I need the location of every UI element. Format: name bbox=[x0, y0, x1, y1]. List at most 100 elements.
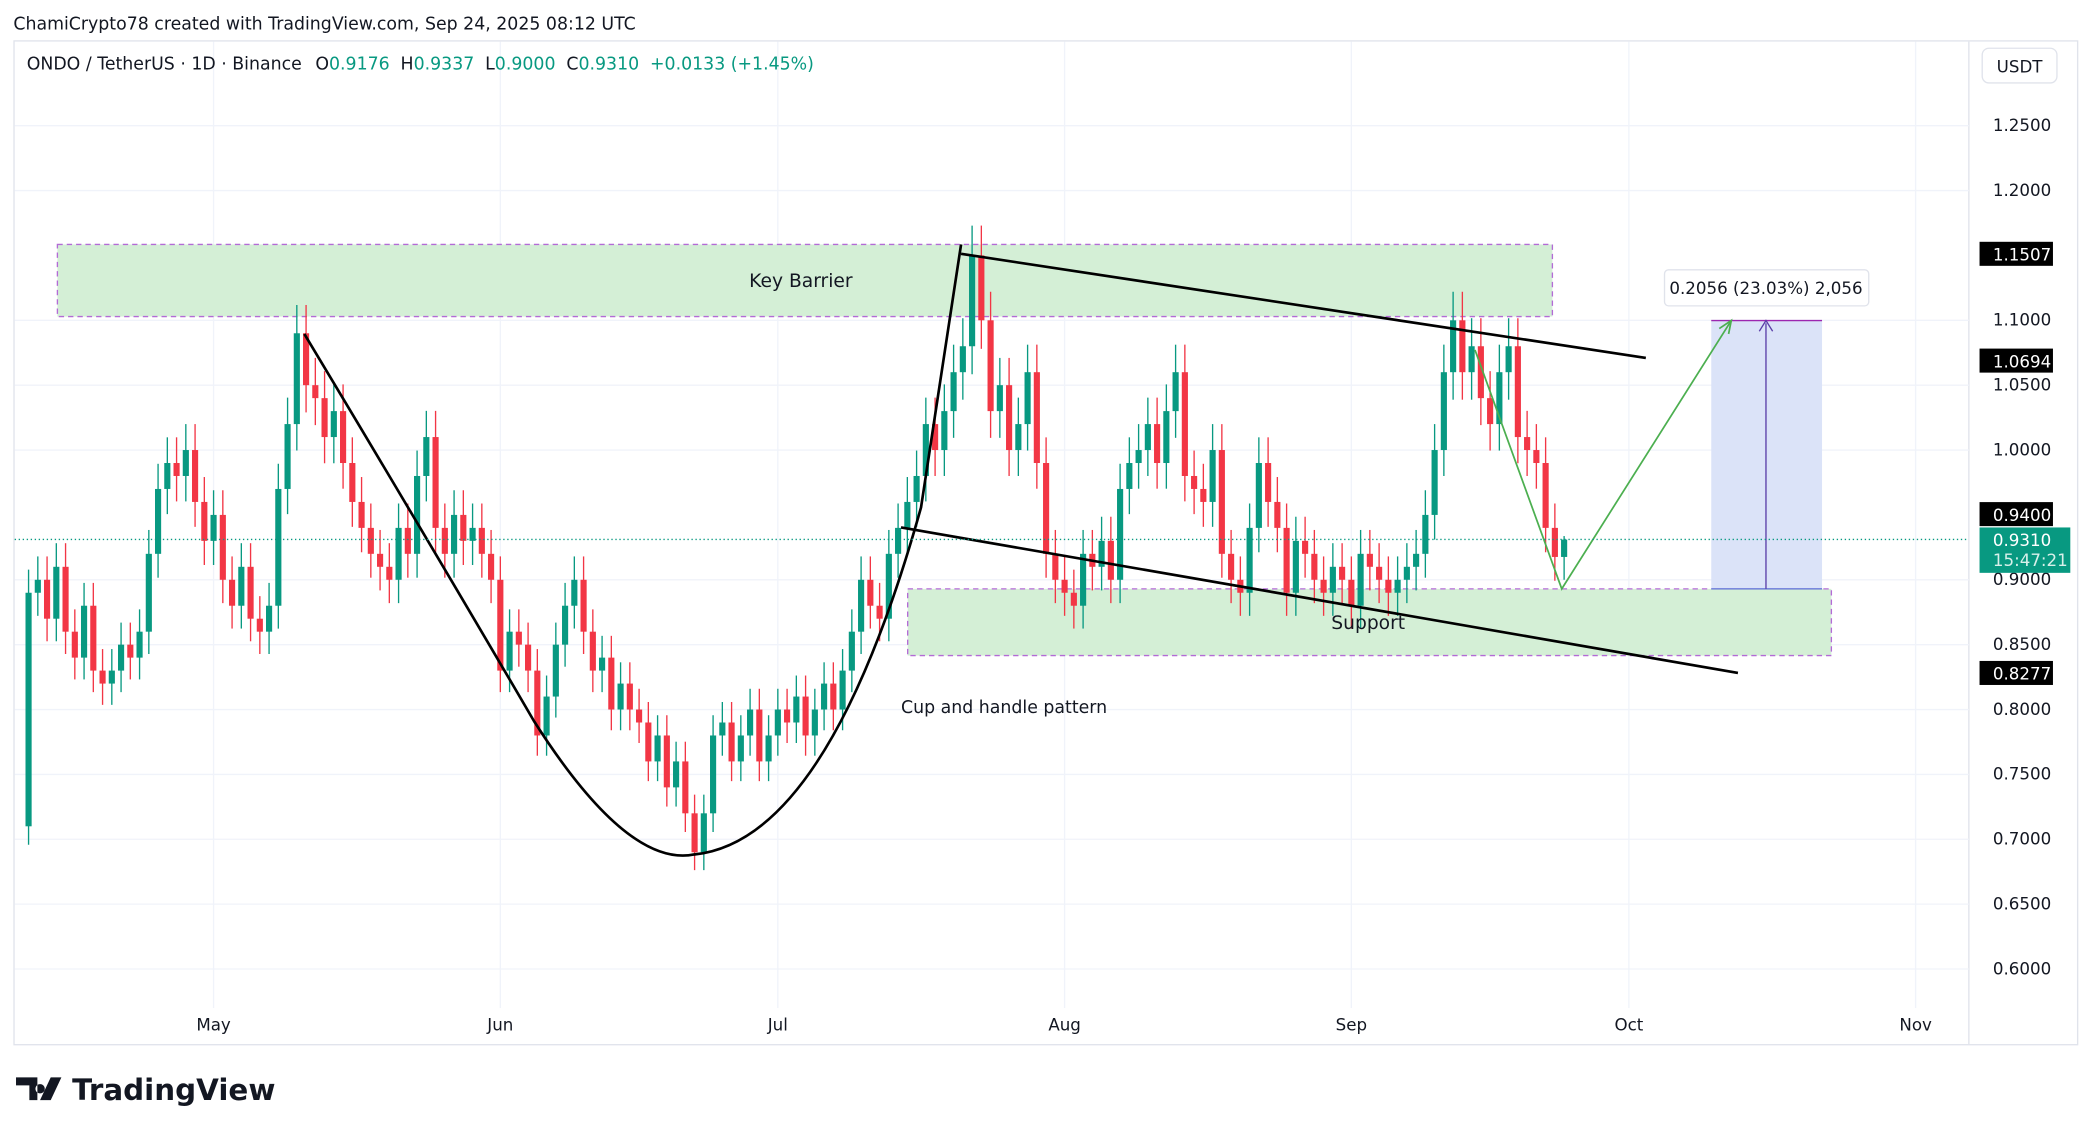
projection-arrow-head-icon bbox=[1718, 318, 1733, 335]
candle-body bbox=[1015, 424, 1022, 451]
projection-path[interactable] bbox=[1474, 320, 1732, 591]
candle-body bbox=[802, 696, 809, 736]
candle-body bbox=[552, 644, 559, 697]
candle-body bbox=[1514, 346, 1521, 438]
candle-body bbox=[229, 579, 236, 606]
candle-body bbox=[404, 527, 411, 554]
candle-body bbox=[293, 333, 300, 425]
logo-text: TradingView bbox=[72, 1073, 275, 1107]
candle-body bbox=[534, 670, 541, 736]
badge-0-9400: 0.9400 bbox=[1993, 506, 2051, 525]
candle-body bbox=[1422, 514, 1429, 554]
measure-label: 0.2056 (23.03%) 2,056 bbox=[1669, 279, 1862, 298]
candle-body bbox=[1366, 553, 1373, 567]
candle-body bbox=[913, 475, 920, 502]
candle-body bbox=[275, 488, 282, 606]
change-value: +0.0133 (+1.45%) bbox=[650, 55, 814, 75]
candle-body bbox=[1561, 539, 1568, 557]
candle-body bbox=[691, 813, 698, 853]
symbol[interactable]: ONDO / TetherUS · 1D · Binance bbox=[27, 55, 302, 75]
y-axis[interactable]: 1.2500 1.2000 1.1000 1.0500 1.0000 0.9000 0.85… bbox=[1993, 116, 2051, 978]
candle-body bbox=[1348, 579, 1355, 606]
candle-body bbox=[543, 696, 550, 736]
arrow-head-icon bbox=[1758, 319, 1774, 332]
channel-bottom-line[interactable] bbox=[900, 526, 1739, 675]
candle-body bbox=[173, 463, 180, 476]
candle-body bbox=[756, 709, 763, 762]
candle-body bbox=[312, 385, 319, 399]
tradingview-logo[interactable]: TradingView bbox=[16, 1073, 275, 1107]
candle-body bbox=[256, 618, 263, 632]
x-tick-label: Jul bbox=[767, 1016, 788, 1035]
candle-body bbox=[1468, 346, 1475, 373]
candle-body bbox=[99, 670, 106, 684]
close-value: 0.9310 bbox=[578, 55, 639, 75]
candle-body bbox=[895, 527, 902, 554]
candle-body bbox=[469, 527, 476, 541]
candle-body bbox=[1070, 592, 1077, 606]
candle-body bbox=[1413, 553, 1420, 567]
candle-body bbox=[1107, 540, 1114, 580]
candle-body bbox=[71, 631, 78, 658]
candle-body bbox=[201, 501, 208, 541]
candle-body bbox=[1339, 566, 1346, 580]
y-tick-label: 0.7000 bbox=[1993, 830, 2051, 849]
currency-button[interactable] bbox=[1981, 47, 2058, 84]
candle-body bbox=[1440, 372, 1447, 451]
candle-body bbox=[839, 670, 846, 710]
candle-body bbox=[867, 579, 874, 606]
y-tick-label: 0.6000 bbox=[1993, 959, 2051, 978]
y-tick-label: 0.6500 bbox=[1993, 894, 2051, 913]
y-tick-label: 1.0500 bbox=[1993, 376, 2051, 395]
candle-body bbox=[1061, 579, 1068, 593]
candle-body bbox=[506, 631, 513, 671]
candle-body bbox=[1098, 540, 1105, 567]
last-price-badge: 0.9310 bbox=[1993, 531, 2051, 550]
candle-body bbox=[25, 592, 32, 827]
candle-body bbox=[1117, 488, 1124, 580]
candle-body bbox=[765, 735, 772, 762]
candle-body bbox=[53, 566, 60, 619]
x-tick-label: Sep bbox=[1336, 1016, 1367, 1035]
candle-body bbox=[1450, 320, 1457, 373]
candle-body bbox=[719, 722, 726, 736]
candle-body bbox=[1052, 553, 1059, 580]
candle-body bbox=[941, 411, 948, 451]
y-tick-label: 0.8000 bbox=[1993, 700, 2051, 719]
candle-body bbox=[673, 761, 680, 788]
high-value: 0.9337 bbox=[414, 55, 475, 75]
badge-1-1507: 1.1507 bbox=[1993, 245, 2051, 264]
candle-body bbox=[108, 670, 115, 684]
candle-body bbox=[710, 735, 717, 814]
candle-body bbox=[1033, 372, 1040, 464]
candle-body bbox=[34, 579, 41, 593]
candle-body bbox=[1043, 463, 1050, 554]
candle-body bbox=[876, 605, 883, 619]
cup-curve[interactable] bbox=[303, 244, 963, 857]
x-axis[interactable]: May Jun Jul Aug Sep Oct Nov bbox=[196, 1016, 1932, 1035]
candle-body bbox=[996, 385, 1003, 412]
ohlc-legend: ONDO / TetherUS · 1D · Binance O0.9176 H… bbox=[27, 55, 814, 75]
candle-body bbox=[737, 735, 744, 762]
candle-body bbox=[1477, 346, 1484, 399]
candle-body bbox=[858, 579, 865, 632]
channel-top-line[interactable] bbox=[960, 252, 1647, 360]
candle-body bbox=[608, 657, 615, 710]
candle-body bbox=[1255, 463, 1262, 528]
y-tick-label: 1.2500 bbox=[1993, 116, 2051, 135]
y-tick-label: 1.2000 bbox=[1993, 181, 2051, 200]
badge-0-8277: 0.8277 bbox=[1993, 665, 2051, 684]
candles bbox=[25, 225, 1568, 871]
candle-body bbox=[1135, 450, 1142, 464]
candle-body bbox=[414, 475, 421, 554]
support-label: Support bbox=[1331, 613, 1405, 634]
candle-body bbox=[367, 527, 374, 554]
candle-body bbox=[1524, 437, 1531, 451]
candle-body bbox=[959, 346, 966, 373]
candle-body bbox=[1487, 398, 1494, 425]
x-tick-label: Aug bbox=[1048, 1016, 1081, 1035]
x-tick-label: May bbox=[196, 1016, 231, 1035]
candle-body bbox=[90, 605, 97, 671]
candle-body bbox=[1218, 450, 1225, 554]
